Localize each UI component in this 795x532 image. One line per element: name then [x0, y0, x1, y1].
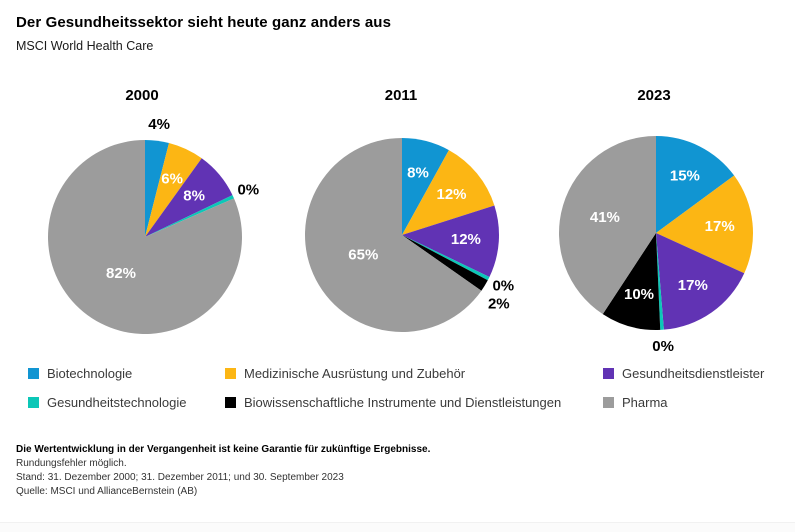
pie-2011-slice-0 [402, 138, 449, 235]
slice-label-2011-4: 2% [488, 296, 510, 313]
slice-label-2011-1: 12% [436, 186, 466, 203]
pie-2011-slice-1 [402, 150, 495, 235]
footnote-rounding: Rundungsfehler möglich. [16, 458, 127, 469]
pie-2000-slice-3 [145, 195, 234, 237]
slice-label-2000-0: 4% [148, 116, 170, 133]
pie-chart-2023: 15% 17% 17% 0% 10% 41% [558, 136, 754, 355]
legend-item-biotechnologie: Biotechnologie [28, 366, 225, 381]
legend-item-pharma: Pharma [603, 395, 778, 410]
footnote-as-of: Stand: 31. Dezember 2000; 31. Dezember 2… [16, 472, 344, 483]
pie-2023-slice-5 [558, 136, 656, 315]
legend-item-medizinische-ausruestung: Medizinische Ausrüstung und Zubehör [225, 366, 603, 381]
year-heading-2000: 2000 [125, 87, 159, 104]
legend-swatch-icon [225, 368, 236, 379]
slice-label-2023-1: 17% [705, 218, 735, 235]
legend-item-gesundheitstechnologie: Gesundheitstechnologie [28, 395, 225, 410]
pie-2023-slice-3 [656, 233, 664, 330]
slice-label-2023-5: 41% [590, 209, 620, 226]
slice-label-2023-4: 10% [624, 286, 654, 303]
pie-chart-2011: 8% 12% 12% 0%2% 65% [305, 138, 514, 332]
pie-2011-slice-4 [402, 235, 488, 291]
legend-swatch-icon [225, 397, 236, 408]
slice-label-2000-3: 0% [237, 181, 259, 198]
bottom-divider [0, 522, 795, 532]
page-title: Der Gesundheitssektor sieht heute ganz a… [16, 14, 392, 31]
legend-label: Medizinische Ausrüstung und Zubehör [244, 366, 466, 381]
legend-swatch-icon [28, 397, 39, 408]
legend-label: Biotechnologie [47, 366, 133, 381]
pie-2011-slice-2 [402, 205, 499, 278]
footnote-disclaimer: Die Wertentwicklung in der Vergangenheit… [16, 444, 431, 455]
pie-2011-slice-3 [402, 235, 490, 281]
year-heading-2011: 2011 [384, 87, 418, 104]
legend-label: Gesundheitstechnologie [47, 395, 187, 410]
legend-label: Pharma [622, 395, 668, 410]
slice-label-2023-3: 0% [652, 338, 674, 355]
slice-label-2011-0: 8% [407, 165, 429, 182]
pie-2023-slice-1 [656, 175, 754, 274]
pie-2000-slice-1 [145, 143, 202, 237]
pie-2023-slice-2 [656, 233, 745, 330]
slice-label-2000-2: 8% [183, 187, 205, 204]
legend-label: Biowissenschaftliche Instrumente und Die… [244, 395, 562, 410]
page-subtitle: MSCI World Health Care [16, 39, 154, 53]
pie-2011-slice-5 [305, 138, 482, 332]
legend-label: Gesundheitsdienstleister [622, 366, 765, 381]
pie-2023-slice-0 [656, 136, 735, 233]
slice-label-2000-1: 6% [161, 171, 183, 188]
pie-2000-slice-2 [145, 158, 233, 237]
slice-label-2011-5: 65% [348, 247, 378, 264]
legend: Biotechnologie Medizinische Ausrüstung u… [28, 366, 778, 410]
footnotes: Die Wertentwicklung in der Vergangenheit… [16, 443, 430, 499]
slice-label-2011-2: 12% [451, 231, 481, 248]
pie-2000-slice-4 [48, 140, 243, 334]
legend-swatch-icon [603, 397, 614, 408]
pie-2023-slice-4 [602, 233, 661, 331]
legend-swatch-icon [603, 368, 614, 379]
footnote-source: Quelle: MSCI und AllianceBernstein (AB) [16, 486, 198, 497]
pie-2000-slice-0 [145, 140, 169, 237]
slice-label-2000-4: 82% [106, 265, 136, 282]
legend-swatch-icon [28, 368, 39, 379]
year-heading-2023: 2023 [637, 87, 671, 104]
legend-item-gesundheitsdienstleister: Gesundheitsdienstleister [603, 366, 778, 381]
slice-label-2023-0: 15% [670, 167, 700, 184]
slice-label-2011-3: 0% [492, 278, 514, 295]
legend-item-biowissenschaftliche-instrumente: Biowissenschaftliche Instrumente und Die… [225, 395, 603, 410]
pie-chart-2000: 4% 6%8% 0% 82% [48, 116, 259, 334]
slice-label-2023-2: 17% [678, 277, 708, 294]
